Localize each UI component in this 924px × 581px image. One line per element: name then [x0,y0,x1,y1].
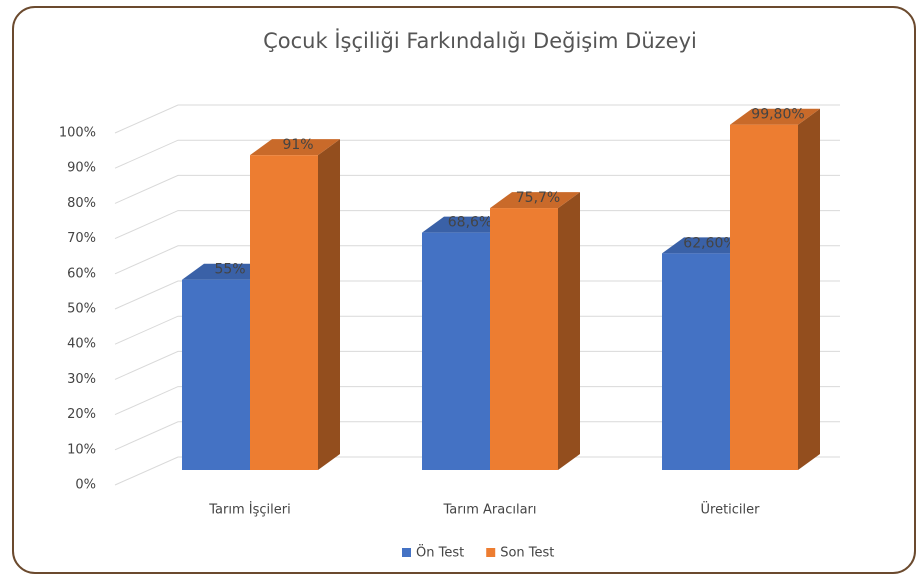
bar-side [318,139,340,470]
bar [182,279,250,470]
y-tick-label: 0% [75,478,96,493]
y-tick-label: 90% [67,161,96,176]
grid-line [114,386,840,416]
grid-line [114,421,840,451]
data-label: 68,6% [448,215,492,231]
data-label: 91% [282,137,313,153]
data-label: 62,60% [683,235,736,251]
bar [422,232,490,470]
bar [250,155,318,470]
bar [490,208,558,470]
y-tick-label: 100% [59,126,96,141]
bar [730,124,798,470]
y-tick-label: 40% [67,337,96,352]
x-tick-label: Üreticiler [701,501,761,518]
grid-line [114,456,840,486]
legend-label: Ön Test [416,544,464,561]
y-tick-label: 60% [67,266,96,281]
y-tick-label: 30% [67,372,96,387]
y-tick-label: 20% [67,407,96,422]
chart-title: Çocuk İşçiliği Farkındalığı Değişim Düze… [263,28,697,53]
x-tick-label: Tarım İşçileri [208,502,290,518]
bar-top [422,216,512,233]
bar-top [182,263,272,280]
y-tick-label: 70% [67,231,96,246]
grid-line [114,210,840,240]
bar-side [558,192,580,470]
grid-line [114,174,840,204]
grid-line [114,104,840,134]
y-tick-label: 80% [67,196,96,211]
legend-label: Son Test [500,546,554,561]
legend-swatch [486,548,496,557]
bar [662,253,730,470]
bar-top [250,139,340,156]
y-tick-label: 50% [67,302,96,317]
grid-line [114,280,840,310]
bar-top [490,192,580,209]
bar-top [730,108,820,125]
grid-line [114,139,840,169]
data-label: 55% [214,262,245,278]
bar-top [662,237,752,254]
grid-line [114,315,840,345]
legend-swatch [402,548,411,557]
grid-line [114,350,840,380]
x-tick-label: Tarım Aracıları [442,503,536,518]
y-tick-label: 10% [67,442,96,457]
data-label: 99,80% [751,107,804,123]
bar-side [798,108,820,470]
grid-line [114,245,840,275]
data-label: 75,7% [516,190,560,206]
